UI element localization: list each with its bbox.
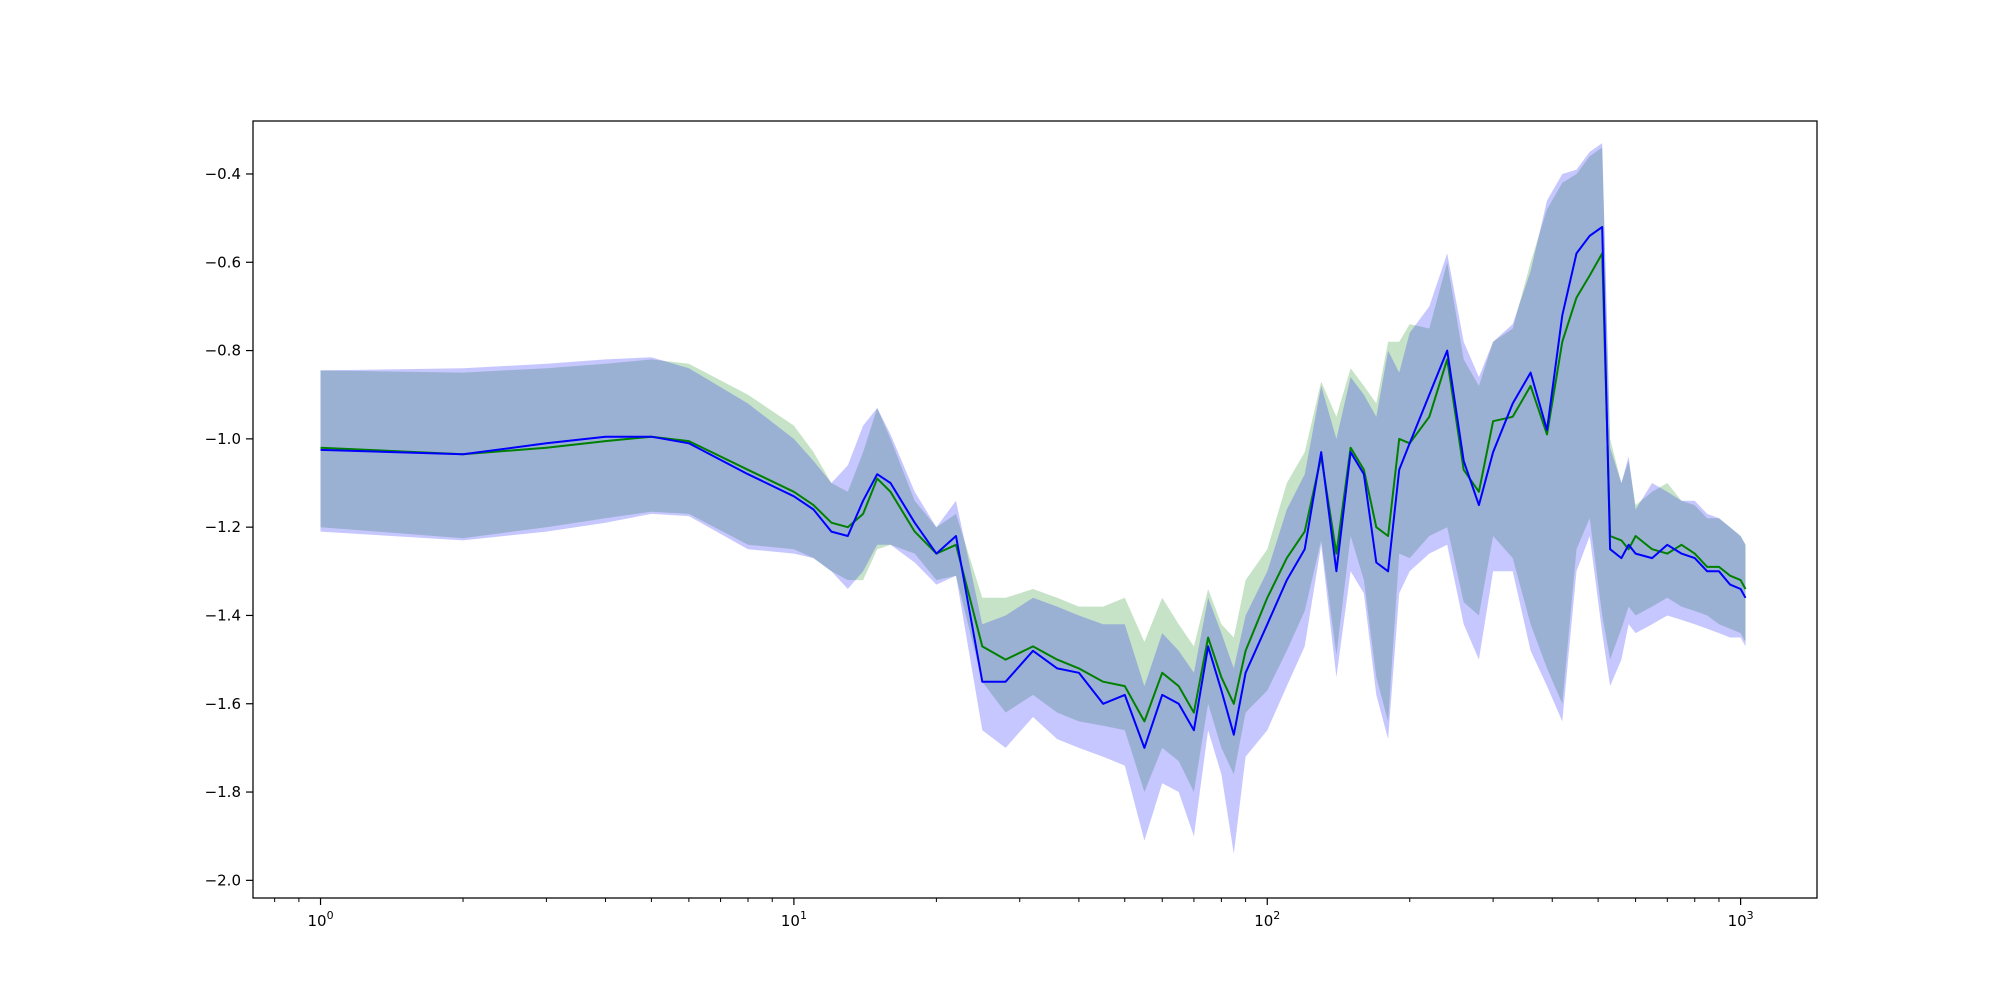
x-axis: 100 101 102 103 [274, 898, 1754, 930]
blue-confidence-band [320, 143, 1746, 854]
y-tick-label: −1.0 [205, 430, 241, 448]
x-tick-label: 100 [307, 909, 333, 930]
axes-frame [252, 120, 1818, 899]
y-tick-label: −1.2 [205, 518, 241, 536]
blue-series-line [320, 226, 1747, 749]
y-tick-label: −0.6 [205, 253, 241, 271]
green-confidence-band [320, 147, 1746, 792]
y-tick-label: −1.8 [205, 783, 241, 801]
x-tick-label: 102 [1254, 909, 1280, 930]
x-tick-label: 103 [1728, 909, 1754, 930]
y-tick-label: −1.4 [205, 606, 241, 624]
y-tick-label: −1.6 [205, 695, 241, 713]
x-tick-label: 101 [781, 909, 807, 930]
y-axis: −2.0 −1.8 −1.6 −1.4 −1.2 −1.0 −0.8 −0.6 −0.4 [205, 165, 253, 889]
green-series-line [320, 252, 1747, 723]
y-tick-label: −0.8 [205, 342, 241, 360]
y-tick-label: −2.0 [205, 871, 241, 889]
plot-area [320, 143, 1747, 854]
y-tick-label: −0.4 [205, 165, 241, 183]
